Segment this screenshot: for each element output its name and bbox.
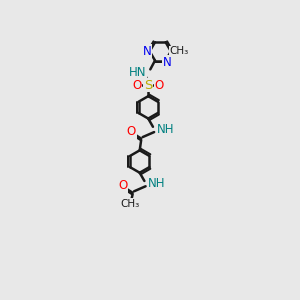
Text: N: N	[143, 45, 152, 58]
Text: CH₃: CH₃	[120, 199, 139, 209]
Text: O: O	[118, 179, 128, 193]
Text: HN: HN	[129, 66, 147, 80]
Text: NH: NH	[148, 177, 165, 190]
Text: O: O	[127, 125, 136, 138]
Text: N: N	[163, 56, 172, 68]
Text: O: O	[132, 79, 142, 92]
Text: O: O	[155, 79, 164, 92]
Text: CH₃: CH₃	[169, 46, 188, 56]
Text: S: S	[144, 79, 152, 92]
Text: NH: NH	[157, 123, 174, 136]
